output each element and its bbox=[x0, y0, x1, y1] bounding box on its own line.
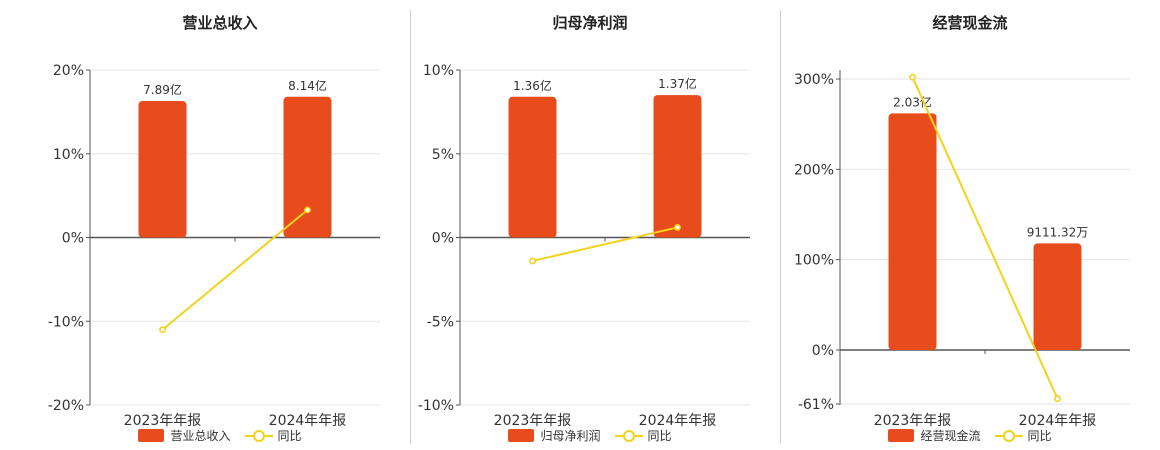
bar-data-label: 9111.32万 bbox=[1027, 225, 1089, 239]
bar-data-label: 1.36亿 bbox=[513, 78, 552, 93]
y-tick-label: 10% bbox=[423, 63, 454, 79]
x-tick-label: 2024年年报 bbox=[1019, 413, 1097, 429]
bar-data-label: 7.89亿 bbox=[143, 82, 182, 97]
chart-title: 归母净利润 bbox=[552, 14, 628, 32]
y-tick-label: 200% bbox=[794, 162, 834, 178]
yoy-point bbox=[304, 206, 311, 214]
bar bbox=[653, 95, 702, 238]
legend: 营业总收入 同比 bbox=[30, 427, 410, 444]
divider-2 bbox=[780, 10, 781, 444]
y-tick-label: -10% bbox=[418, 398, 454, 414]
panel-revenue: 营业总收入 20% 10% 0% -10% -20% 7.89亿 2023年年报 8.14亿 2… bbox=[30, 0, 410, 450]
y-tick-label: 0% bbox=[432, 231, 454, 247]
legend-line-swatch bbox=[614, 429, 643, 442]
divider-1 bbox=[410, 10, 411, 444]
x-tick-label: 2024年年报 bbox=[639, 413, 717, 429]
legend: 归母净利润 同比 bbox=[400, 427, 780, 444]
y-tick-label: -20% bbox=[48, 398, 84, 414]
y-tick-label: -61% bbox=[798, 397, 834, 413]
legend-bar-swatch bbox=[888, 429, 915, 442]
legend: 经营现金流 同比 bbox=[780, 427, 1160, 444]
chart-title: 经营现金流 bbox=[932, 14, 1008, 32]
y-tick-label: 5% bbox=[432, 147, 454, 163]
bar bbox=[888, 113, 937, 351]
y-tick-label: 10% bbox=[53, 147, 84, 163]
x-tick-label: 2024年年报 bbox=[269, 413, 347, 429]
yoy-line bbox=[161, 209, 309, 331]
bar bbox=[283, 96, 332, 238]
y-tick-label: 20% bbox=[53, 63, 84, 79]
legend-line-label: 同比 bbox=[647, 429, 672, 443]
x-tick-label: 2023年年报 bbox=[494, 413, 572, 429]
yoy-line bbox=[532, 226, 678, 262]
panel-net-profit: 归母净利润 10% 5% 0% -5% -10% 1.36亿 2023年年报 1.37亿 202… bbox=[400, 0, 780, 450]
legend-bar-swatch bbox=[508, 429, 535, 442]
yoy-point bbox=[1054, 395, 1061, 403]
chart-title: 营业总收入 bbox=[182, 14, 258, 32]
bar-data-label: 1.37亿 bbox=[658, 76, 697, 91]
chart-net-profit: 10% 5% 0% -5% -10% 1.36亿 2023年年报 1.37亿 2024年年报 bbox=[418, 63, 750, 429]
legend-bar-swatch bbox=[138, 429, 165, 442]
x-tick-label: 2023年年报 bbox=[124, 413, 202, 429]
bar-data-label: 8.14亿 bbox=[288, 78, 327, 93]
bar bbox=[1033, 243, 1082, 350]
yoy-line bbox=[911, 76, 1059, 400]
y-tick-label: 0% bbox=[812, 343, 834, 359]
legend-bar-label: 归母净利润 bbox=[540, 429, 601, 443]
x-tick-label: 2023年年报 bbox=[874, 413, 952, 429]
legend-line-label: 同比 bbox=[277, 429, 302, 443]
legend-line-swatch bbox=[994, 429, 1023, 442]
y-tick-label: 300% bbox=[794, 72, 834, 88]
y-tick-label: -10% bbox=[48, 314, 84, 330]
legend-line-label: 同比 bbox=[1027, 429, 1052, 443]
bar bbox=[138, 100, 187, 238]
chart-cash-flow: 300%200%100%0%-61%2.03亿2023年年报9111.32万20… bbox=[794, 70, 1130, 429]
yoy-point bbox=[909, 73, 916, 81]
yoy-point bbox=[529, 257, 536, 265]
y-tick-label: 0% bbox=[62, 231, 84, 247]
bar bbox=[508, 96, 557, 238]
y-tick-label: 100% bbox=[794, 253, 834, 269]
yoy-point bbox=[674, 224, 681, 231]
y-tick-label: -5% bbox=[427, 314, 454, 330]
yoy-point bbox=[159, 326, 166, 334]
legend-bar-label: 经营现金流 bbox=[920, 429, 981, 443]
chart-revenue: 20% 10% 0% -10% -20% 7.89亿 2023年年报 8.14亿 2024年年报 bbox=[48, 63, 380, 429]
legend-line-swatch bbox=[244, 429, 273, 442]
panel-cash-flow: 经营现金流 300% 200% 100% 0% -61% 2.03亿 2023年年报 9111… bbox=[780, 0, 1160, 450]
legend-bar-label: 营业总收入 bbox=[170, 429, 231, 443]
